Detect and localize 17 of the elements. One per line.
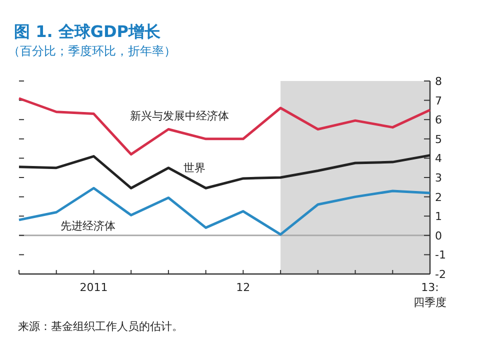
title: 图 1. 全球GDP增长 bbox=[14, 22, 160, 41]
ytick-label: 7 bbox=[435, 94, 442, 108]
ytick-label: 1 bbox=[435, 210, 442, 224]
ytick-label: 4 bbox=[435, 152, 442, 166]
ytick-label: -2 bbox=[435, 268, 446, 281]
ytick-label: 6 bbox=[435, 114, 442, 127]
xtick-label: 12 bbox=[236, 281, 250, 294]
subtitle: （百分比；季度环比，折年率） bbox=[8, 44, 176, 58]
xtick-label: 2011 bbox=[80, 281, 108, 294]
ytick-label: -1 bbox=[435, 248, 446, 262]
annotation: 来源：基金组织工作人员的估计。 bbox=[18, 320, 183, 333]
ytick-label: 2 bbox=[435, 190, 442, 204]
ytick-label: 0 bbox=[435, 229, 442, 242]
ytick-label: 8 bbox=[435, 75, 442, 88]
xtick-label: 13: 四季度 bbox=[414, 281, 446, 309]
ytick-label: 3 bbox=[435, 172, 442, 184]
ytick-label: 5 bbox=[435, 132, 442, 146]
